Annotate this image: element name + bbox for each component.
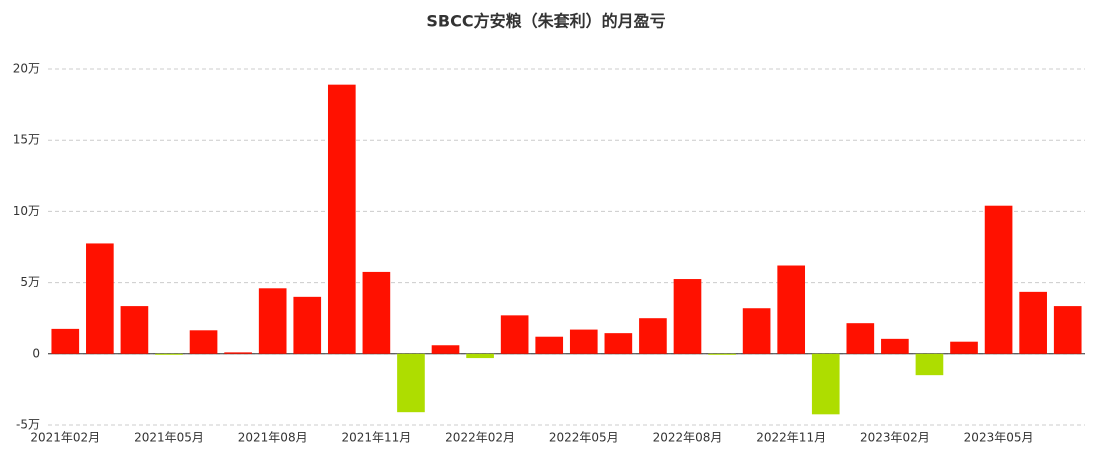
bar xyxy=(500,315,529,354)
x-tick-label: 2022年08月 xyxy=(653,431,723,445)
bar xyxy=(673,279,702,354)
bar xyxy=(51,328,80,354)
bar xyxy=(224,352,252,354)
x-tick-label: 2021年08月 xyxy=(238,431,308,445)
bar xyxy=(155,353,183,355)
bar xyxy=(569,329,598,354)
bar xyxy=(1053,306,1082,354)
chart-title: SBCC方安粮（朱套利）的月盈亏 xyxy=(426,12,665,31)
bar xyxy=(984,205,1013,354)
bar xyxy=(881,338,909,354)
x-tick-label: 2022年11月 xyxy=(756,431,826,445)
bar xyxy=(535,336,564,354)
bar xyxy=(639,318,667,354)
bar xyxy=(327,84,356,354)
bar xyxy=(86,243,114,354)
x-tick-label: 2021年11月 xyxy=(341,431,411,445)
bar xyxy=(362,271,391,354)
bar xyxy=(431,345,460,354)
y-tick-label: 0 xyxy=(32,346,40,360)
x-tick-label: 2023年02月 xyxy=(860,431,930,445)
bar xyxy=(120,306,149,354)
y-tick-label: 15万 xyxy=(13,133,40,147)
bar xyxy=(811,353,840,415)
x-tick-label: 2021年05月 xyxy=(134,431,204,445)
bar xyxy=(777,265,806,354)
bar xyxy=(604,333,633,354)
y-tick-label: 20万 xyxy=(13,62,40,76)
bar xyxy=(293,296,322,354)
y-tick-label: -5万 xyxy=(16,418,40,432)
bar xyxy=(189,330,218,354)
bar xyxy=(950,341,978,354)
x-tick-label: 2022年02月 xyxy=(445,431,515,445)
y-tick-label: 5万 xyxy=(20,275,40,289)
bar xyxy=(708,353,736,355)
x-tick-label: 2023年05月 xyxy=(964,431,1034,445)
bar xyxy=(846,323,875,354)
bar xyxy=(1019,291,1047,354)
bar xyxy=(397,353,425,413)
x-tick-label: 2022年05月 xyxy=(549,431,619,445)
bar xyxy=(258,288,287,354)
bar xyxy=(466,353,494,359)
bar xyxy=(915,353,944,376)
bar xyxy=(742,308,771,354)
x-tick-label: 2021年02月 xyxy=(30,431,100,445)
y-tick-label: 10万 xyxy=(13,204,40,218)
